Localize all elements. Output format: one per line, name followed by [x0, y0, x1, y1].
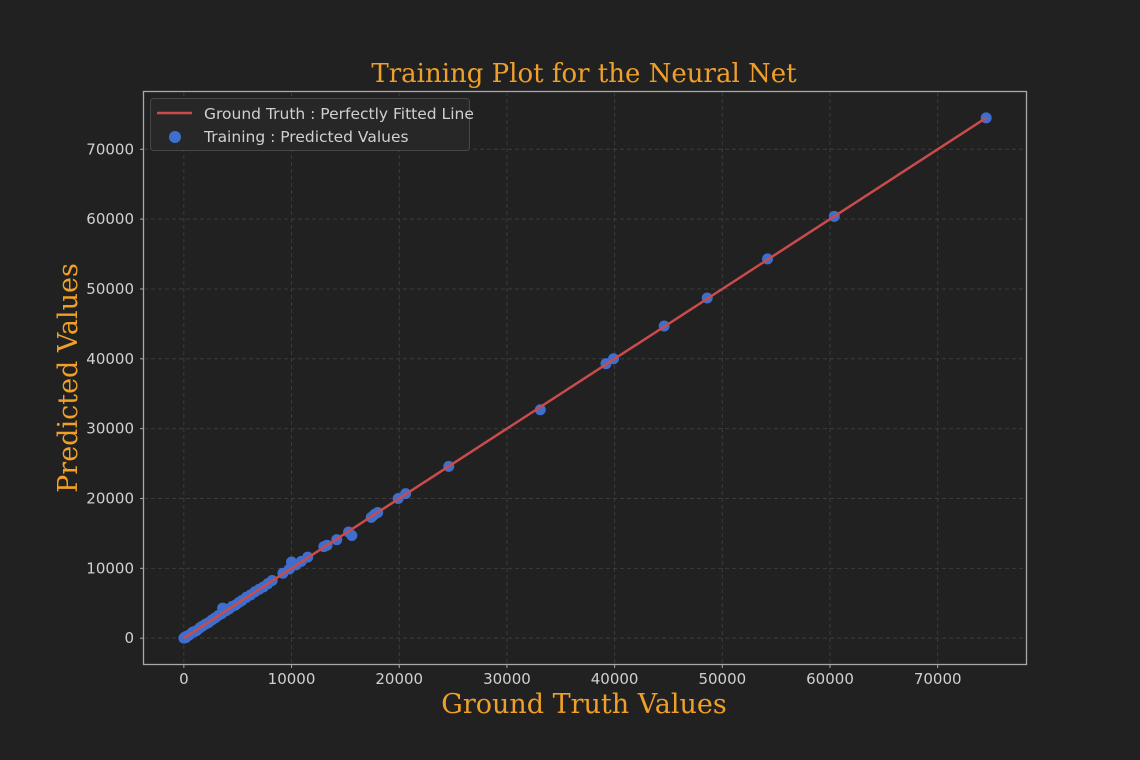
scatter-point [534, 404, 546, 416]
y-axis-label: Predicted Values [53, 263, 84, 493]
fit-line [183, 116, 987, 640]
y-tick-label: 60000 [86, 210, 134, 228]
y-tick-label: 70000 [86, 140, 134, 158]
x-tick-label: 10000 [268, 670, 316, 688]
y-tick-label: 0 [124, 629, 134, 647]
x-tick-label: 30000 [483, 670, 531, 688]
y-tick-label: 40000 [86, 350, 134, 368]
chart-title: Training Plot for the Neural Net [371, 59, 797, 89]
y-tick-label: 50000 [86, 280, 134, 298]
x-tick-label: 0 [179, 670, 189, 688]
scatter-point [346, 529, 358, 541]
legend-label-line: Ground Truth : Perfectly Fitted Line [204, 105, 474, 123]
plot-series [178, 112, 992, 644]
x-axis-label: Ground Truth Values [441, 689, 726, 720]
x-tick-label: 40000 [591, 670, 639, 688]
x-tick-label: 60000 [806, 670, 854, 688]
x-tick-label: 50000 [698, 670, 746, 688]
axis-ticks: 0 10000 20000 30000 40000 50000 60000 70000 0 100… [86, 140, 961, 688]
x-tick-label: 20000 [375, 670, 423, 688]
y-tick-label: 10000 [86, 559, 134, 577]
legend-dot-marker [169, 131, 181, 143]
plot-area [142, 90, 1028, 666]
y-tick-label: 30000 [86, 420, 134, 438]
grid-lines [144, 92, 1026, 664]
x-tick-label: 70000 [914, 670, 962, 688]
y-tick-label: 20000 [86, 489, 134, 507]
legend-label-scatter: Training : Predicted Values [203, 128, 409, 146]
legend: Ground Truth : Perfectly Fitted Line Tra… [150, 98, 474, 151]
legend-box [150, 98, 470, 151]
